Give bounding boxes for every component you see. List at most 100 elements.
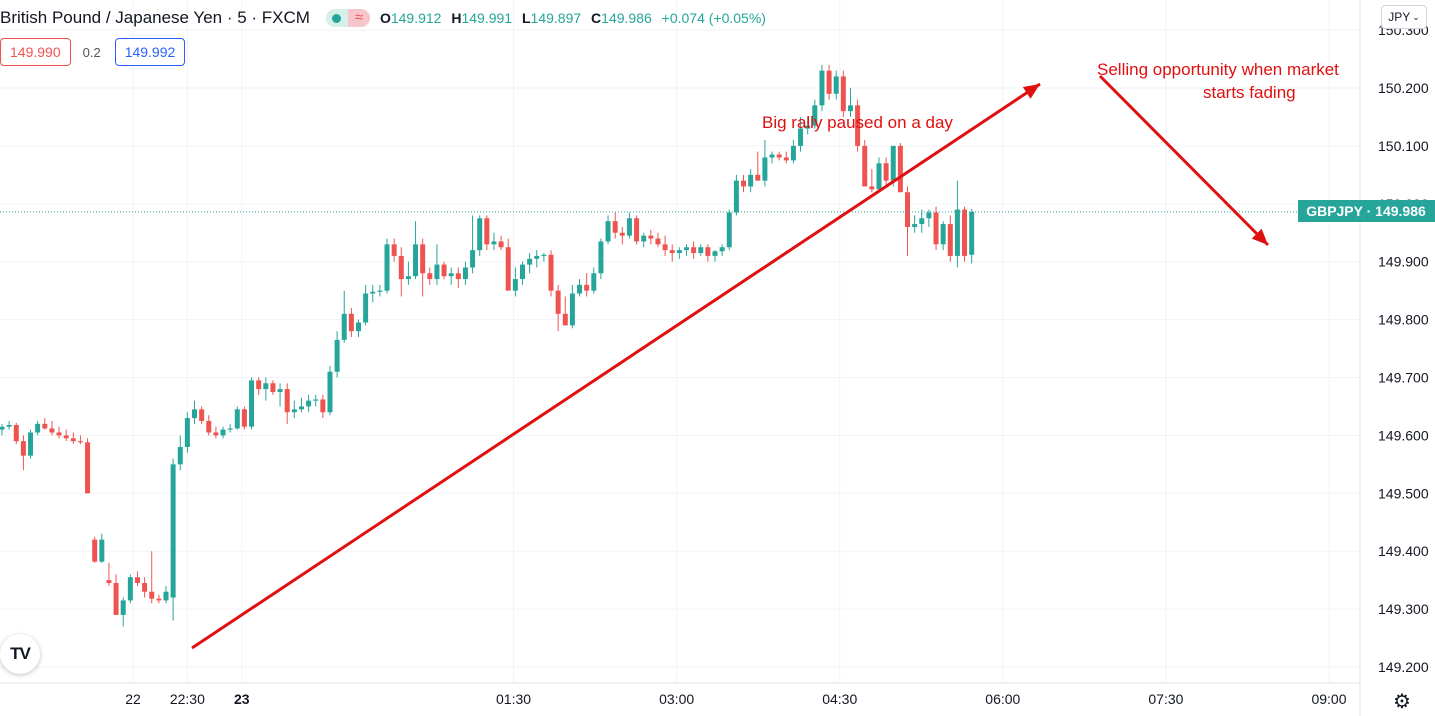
candle-body bbox=[127, 577, 133, 601]
candle-body bbox=[427, 273, 433, 280]
candle-body bbox=[85, 442, 91, 494]
candle-body bbox=[420, 244, 426, 274]
annotation-selling-line1: Selling opportunity when market bbox=[1097, 60, 1339, 79]
candle-body bbox=[28, 432, 34, 456]
last-price-text: GBPJPY · 149.986 bbox=[1306, 203, 1426, 219]
chevron-down-icon: ⌄ bbox=[1412, 11, 1420, 22]
candle-body bbox=[798, 128, 804, 146]
low-label: L bbox=[521, 10, 531, 26]
candle-body bbox=[263, 383, 269, 390]
open-value: 149.912 bbox=[390, 10, 442, 26]
symbol-title[interactable]: British Pound / Japanese Yen · 5 · FXCM bbox=[0, 8, 310, 27]
candle-body bbox=[591, 273, 597, 291]
candle-body bbox=[562, 313, 568, 326]
candle-body bbox=[890, 145, 896, 181]
candle-body bbox=[969, 211, 975, 255]
delayed-data-icon: ≈ bbox=[347, 9, 370, 27]
price-tick-label: 150.100 bbox=[1378, 138, 1429, 154]
market-open-icon bbox=[325, 9, 348, 27]
candle-body bbox=[783, 157, 789, 161]
price-tick-label: 149.900 bbox=[1378, 254, 1429, 270]
price-tick-label: 149.200 bbox=[1378, 659, 1429, 675]
candle-body bbox=[441, 264, 447, 277]
candle-body bbox=[840, 76, 846, 112]
time-tick-label: 22 bbox=[125, 691, 141, 707]
candle-body bbox=[648, 235, 654, 239]
candle-body bbox=[256, 380, 262, 390]
price-tick-label: 149.500 bbox=[1378, 485, 1429, 501]
candle-body bbox=[370, 291, 376, 294]
candle-body bbox=[220, 429, 226, 436]
candle-body bbox=[876, 163, 882, 190]
candle-body bbox=[234, 409, 240, 429]
candle-body bbox=[897, 145, 903, 193]
candle-body bbox=[249, 380, 255, 427]
candle-body bbox=[277, 389, 283, 392]
candle-body bbox=[855, 105, 861, 146]
candle-body bbox=[512, 279, 518, 291]
market-status[interactable]: ≈ bbox=[325, 9, 370, 27]
candle-body bbox=[641, 235, 647, 242]
candle-body bbox=[113, 583, 119, 615]
buy-button[interactable]: 149.992 bbox=[114, 38, 186, 66]
sell-button[interactable]: 149.990 bbox=[0, 38, 71, 66]
candle-body bbox=[70, 438, 76, 442]
annotation-selling-line2: starts fading bbox=[1203, 83, 1296, 102]
candle-body bbox=[940, 224, 946, 245]
candle-body bbox=[919, 218, 925, 225]
candle-body bbox=[912, 224, 918, 227]
candle-body bbox=[462, 267, 468, 280]
candle-body bbox=[691, 247, 697, 254]
trend-arrows bbox=[191, 74, 1270, 650]
candle-body bbox=[42, 423, 48, 429]
candle-body bbox=[954, 209, 960, 256]
candle-body bbox=[634, 218, 640, 242]
candle-body bbox=[213, 432, 219, 436]
candle-body bbox=[833, 76, 839, 94]
candle-body bbox=[755, 174, 761, 181]
candle-body bbox=[413, 244, 419, 277]
tradingview-logo[interactable]: TV bbox=[0, 634, 40, 674]
candle-body bbox=[448, 273, 454, 277]
candle-body bbox=[947, 224, 953, 256]
candle-body bbox=[377, 290, 383, 292]
time-tick-label: 07:30 bbox=[1148, 691, 1183, 707]
currency-button[interactable]: JPY ⌄ bbox=[1381, 5, 1427, 29]
symbol-header: British Pound / Japanese Yen · 5 · FXCM … bbox=[0, 6, 772, 30]
candle-body bbox=[933, 212, 939, 245]
time-tick-label: 09:00 bbox=[1311, 691, 1346, 707]
candle-body bbox=[341, 313, 347, 340]
candle-body bbox=[548, 254, 554, 291]
price-tick-label: 149.800 bbox=[1378, 312, 1429, 328]
candle-body bbox=[106, 580, 112, 584]
price-axis[interactable]: 149.200 149.300 149.400 149.500 149.600 149.7… bbox=[1359, 0, 1429, 716]
candle-body bbox=[13, 424, 19, 442]
candle-body bbox=[270, 383, 276, 392]
fading-arrow bbox=[1098, 74, 1270, 247]
candle-body bbox=[519, 264, 525, 280]
close-label: C bbox=[591, 10, 602, 26]
candle-body bbox=[92, 539, 98, 562]
price-tick-label: 149.600 bbox=[1378, 427, 1429, 443]
high-value: 149.991 bbox=[461, 10, 513, 26]
candle-body bbox=[719, 247, 725, 252]
candle-body bbox=[0, 426, 5, 430]
spread-value: 0.2 bbox=[82, 44, 101, 60]
ohlc-values: O149.912 H149.991 L149.897 C149.986 +0.0… bbox=[380, 10, 772, 26]
currency-label: JPY bbox=[1388, 10, 1411, 24]
low-value: 149.897 bbox=[530, 10, 582, 26]
open-label: O bbox=[379, 10, 391, 26]
close-value: 149.986 bbox=[601, 10, 652, 26]
candle-body bbox=[762, 157, 768, 181]
time-axis[interactable]: 22 22:30 23 01:30 03:00 04:30 06:00 07:30 09:00 bbox=[0, 682, 1360, 707]
candle-body bbox=[156, 598, 162, 601]
candle-body bbox=[676, 250, 682, 254]
gear-icon[interactable]: ⚙ bbox=[1393, 691, 1411, 713]
change-value: +0.074 (+0.05%) bbox=[661, 10, 766, 26]
candle-body bbox=[534, 255, 540, 259]
candle-body bbox=[748, 174, 754, 187]
candle-body bbox=[434, 264, 440, 280]
candle-body bbox=[584, 284, 590, 291]
candle-body bbox=[192, 409, 198, 419]
